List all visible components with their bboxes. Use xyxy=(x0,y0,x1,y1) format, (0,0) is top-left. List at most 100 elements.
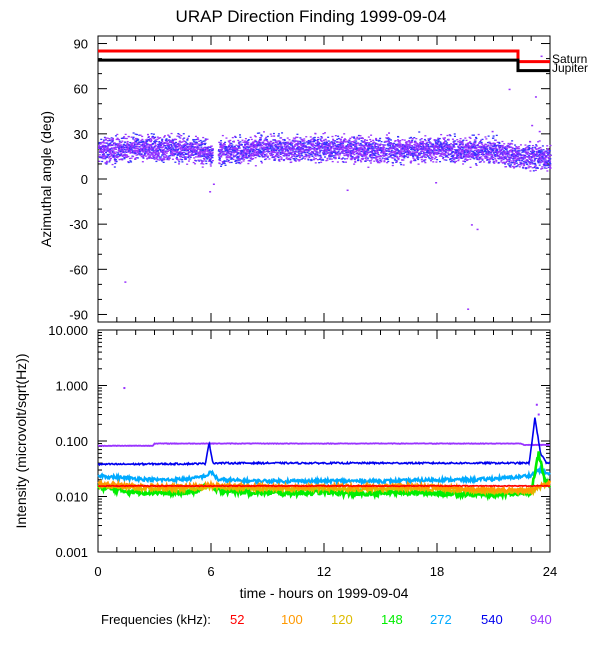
azimuth-point xyxy=(524,147,527,149)
azimuth-point xyxy=(158,137,161,139)
azimuth-point xyxy=(453,158,456,160)
azimuth-point xyxy=(372,139,375,142)
azimuth-point xyxy=(526,163,529,166)
azimuth-point xyxy=(298,156,301,159)
azimuth-point xyxy=(211,151,214,153)
azimuth-point xyxy=(360,144,363,147)
azimuth-point xyxy=(406,153,409,156)
azimuth-point xyxy=(518,152,521,154)
azimuth-point xyxy=(420,148,423,151)
azimuth-point xyxy=(211,159,214,162)
azimuth-point xyxy=(280,152,283,154)
azimuth-point xyxy=(307,150,310,152)
azimuth-point xyxy=(491,154,494,156)
azimuth-point xyxy=(406,150,409,153)
azimuth-point xyxy=(223,162,226,165)
azimuth-point xyxy=(348,152,351,154)
azimuth-point xyxy=(425,152,428,154)
azimuth-point xyxy=(129,151,132,153)
azimuth-point xyxy=(248,159,251,162)
azimuth-point xyxy=(440,149,443,151)
azimuth-point xyxy=(457,141,460,143)
azimuth-point xyxy=(248,149,251,151)
azimuth-point xyxy=(427,151,430,153)
azimuth-point xyxy=(168,145,171,147)
azimuth-point xyxy=(339,152,342,154)
azimuth-point xyxy=(348,140,351,142)
azimuth-point xyxy=(373,144,376,146)
azimuth-point xyxy=(187,135,190,137)
azimuth-point xyxy=(299,143,302,145)
azimuth-point xyxy=(364,139,367,141)
azimuth-point xyxy=(186,163,189,165)
azimuth-point xyxy=(415,138,418,140)
azimuth-point xyxy=(408,152,411,154)
azimuth-point xyxy=(525,161,528,164)
azimuth-point xyxy=(394,146,397,148)
azimuth-point xyxy=(471,153,474,156)
azimuth-point xyxy=(187,156,190,159)
azimuth-point xyxy=(138,152,141,154)
azimuth-point xyxy=(148,150,151,152)
azimuth-point xyxy=(346,140,349,142)
azimuth-point xyxy=(322,159,325,161)
azimuth-point xyxy=(294,150,297,152)
azimuth-point xyxy=(183,144,186,146)
azimuth-point xyxy=(336,138,339,141)
azimuth-point xyxy=(328,144,331,146)
azimuth-point xyxy=(171,158,174,160)
azimuth-point xyxy=(270,144,273,146)
azimuth-point xyxy=(269,147,272,149)
azimuth-point xyxy=(445,155,448,157)
azimuth-point xyxy=(298,150,301,153)
azimuth-point xyxy=(175,145,178,147)
azimuth-point xyxy=(173,138,176,141)
azimuth-point xyxy=(371,155,374,157)
azimuth-point xyxy=(125,146,128,148)
azimuth-point xyxy=(481,148,484,151)
azimuth-point xyxy=(521,166,524,168)
azimuth-point xyxy=(442,147,445,149)
azimuth-point xyxy=(210,155,213,158)
azimuth-point xyxy=(424,162,427,164)
azimuth-point xyxy=(498,148,501,150)
azimuth-point xyxy=(372,141,375,143)
azimuth-point xyxy=(132,138,135,140)
azimuth-point xyxy=(369,162,372,164)
azimuth-point xyxy=(202,147,205,150)
azimuth-point xyxy=(331,155,334,157)
azimuth-point xyxy=(222,162,225,165)
azimuth-point xyxy=(513,163,516,166)
azimuth-point xyxy=(111,139,114,142)
azimuth-point xyxy=(334,150,337,153)
azimuth-point xyxy=(502,151,505,153)
azimuth-point xyxy=(376,160,379,162)
azimuth-point xyxy=(324,146,327,149)
azimuth-point xyxy=(342,142,345,144)
azimuth-point xyxy=(168,139,171,141)
azimuth-point xyxy=(240,161,243,163)
azimuth-point xyxy=(492,142,495,144)
azimuth-point xyxy=(387,149,390,151)
azimuth-point xyxy=(130,149,133,152)
azimuth-point xyxy=(479,161,482,163)
azimuth-point xyxy=(289,141,292,143)
azimuth-point xyxy=(254,148,257,150)
azimuth-point xyxy=(105,163,108,165)
azimuth-point xyxy=(517,148,520,150)
azimuth-point xyxy=(452,144,455,146)
azimuth-point xyxy=(114,155,117,157)
azimuth-point xyxy=(168,144,171,146)
azimuth-point xyxy=(315,147,318,150)
azimuth-point xyxy=(387,156,390,158)
azimuth-point xyxy=(141,145,144,147)
azimuth-point xyxy=(152,135,155,138)
azimuth-point xyxy=(310,147,313,149)
azimuth-point xyxy=(509,162,512,164)
azimuth-point xyxy=(394,154,397,156)
azimuth-point xyxy=(313,140,316,143)
azimuth-point xyxy=(321,144,324,146)
azimuth-point xyxy=(379,156,382,158)
azimuth-point xyxy=(291,155,294,158)
azimuth-point xyxy=(528,147,531,149)
